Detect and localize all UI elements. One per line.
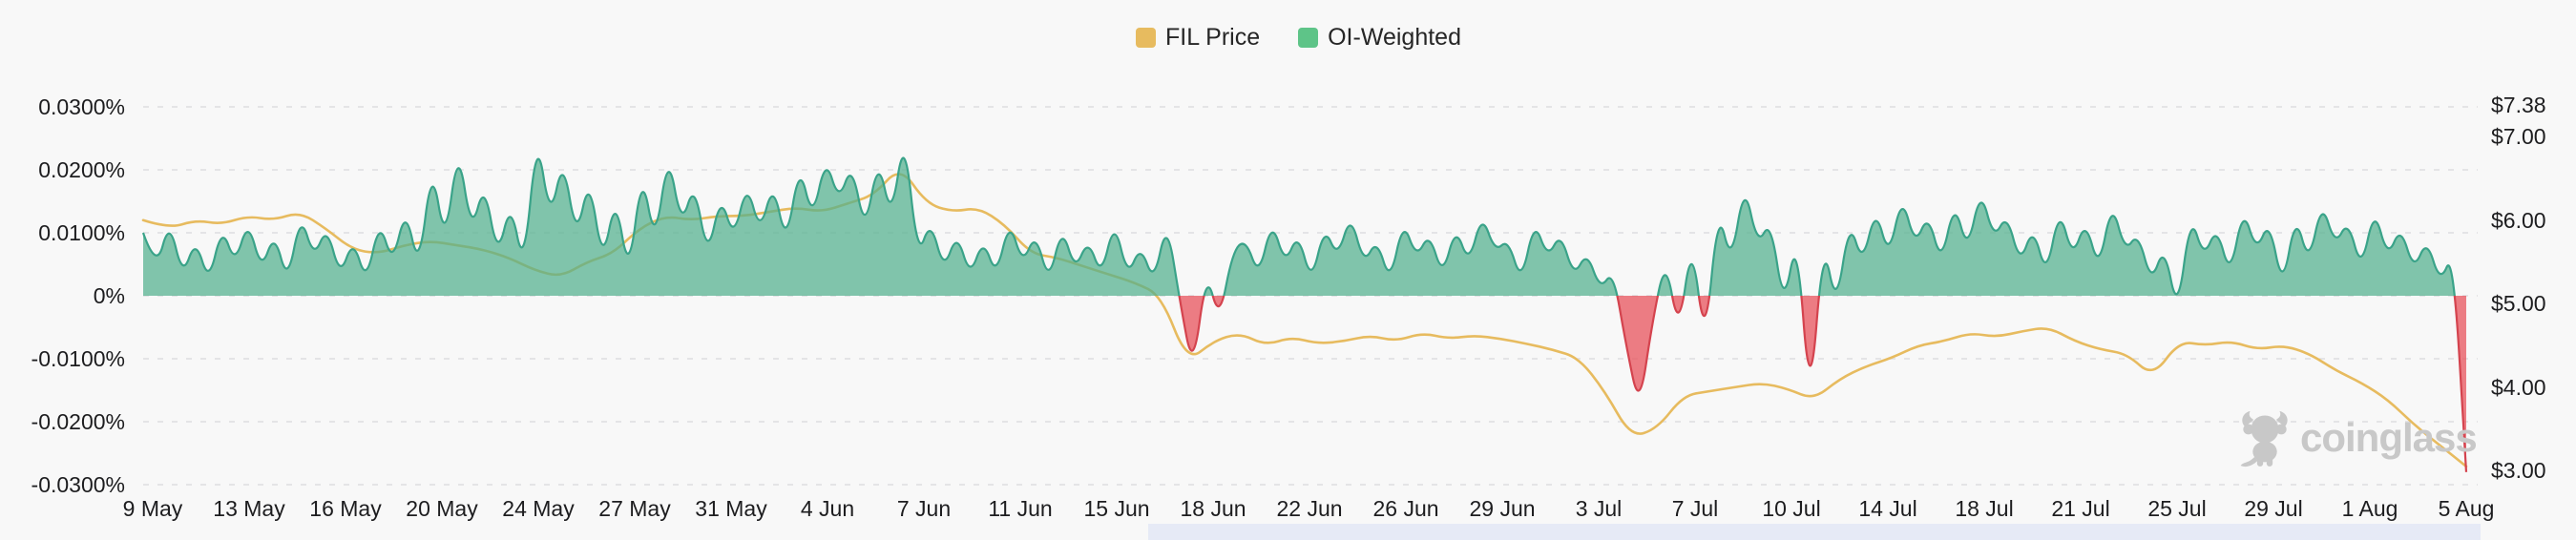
x-axis-tick: 25 Jul bbox=[2147, 496, 2207, 521]
y-axis-left-tick: 0% bbox=[93, 283, 125, 308]
y-axis-left-tick: -0.0200% bbox=[31, 409, 125, 434]
x-axis-tick: 7 Jul bbox=[1671, 496, 1719, 521]
x-axis-tick: 11 Jun bbox=[988, 496, 1053, 521]
y-axis-left-tick: 0.0300% bbox=[38, 94, 125, 119]
x-axis-tick: 9 May bbox=[122, 496, 183, 521]
zoom-scrollbar-thumb[interactable] bbox=[1148, 524, 2481, 540]
legend-item-fil-price[interactable]: FIL Price bbox=[1136, 24, 1260, 52]
x-axis-tick: 18 Jun bbox=[1180, 496, 1246, 521]
x-axis-tick: 27 May bbox=[598, 496, 671, 521]
x-axis-tick: 21 Jul bbox=[2051, 496, 2110, 521]
y-axis-right-tick: $3.00 bbox=[2491, 458, 2546, 483]
y-axis-right-tick: $7.38 bbox=[2491, 93, 2546, 117]
x-axis-tick: 26 Jun bbox=[1372, 496, 1439, 521]
y-axis-right-tick: $4.00 bbox=[2491, 375, 2546, 400]
oi-weighted-edge-positive bbox=[141, 156, 2456, 296]
oi-weighted-swatch-icon bbox=[1298, 28, 1319, 48]
x-axis-tick: 3 Jul bbox=[1575, 496, 1623, 521]
x-axis-tick: 16 May bbox=[309, 496, 382, 521]
oi-weighted-area-negative bbox=[143, 296, 2466, 472]
x-axis-tick: 31 May bbox=[695, 496, 767, 521]
y-axis-right-tick: $6.00 bbox=[2491, 208, 2546, 233]
x-axis-tick: 29 Jun bbox=[1469, 496, 1536, 521]
x-axis-tick: 20 May bbox=[406, 496, 478, 521]
chart-legend: FIL Price OI-Weighted bbox=[1136, 24, 1461, 52]
x-axis-tick: 14 Jul bbox=[1858, 496, 1917, 521]
x-axis-tick: 10 Jul bbox=[1762, 496, 1821, 521]
y-axis-left-tick: 0.0200% bbox=[38, 157, 125, 182]
x-axis-tick: 24 May bbox=[502, 496, 575, 521]
x-axis-tick: 29 Jul bbox=[2244, 496, 2303, 521]
x-axis-tick: 1 Aug bbox=[2341, 496, 2398, 521]
legend-label-fil-price: FIL Price bbox=[1165, 24, 1261, 51]
x-axis-tick: 22 Jun bbox=[1276, 496, 1343, 521]
legend-item-oi-weighted[interactable]: OI-Weighted bbox=[1298, 24, 1461, 52]
y-axis-left-tick: -0.0300% bbox=[31, 472, 125, 497]
x-axis-tick: 7 Jun bbox=[896, 496, 952, 521]
x-axis-tick: 13 May bbox=[213, 496, 285, 521]
x-axis-tick: 15 Jun bbox=[1083, 496, 1150, 521]
oi-weighted-area-positive bbox=[143, 157, 2466, 296]
legend-label-oi-weighted: OI-Weighted bbox=[1328, 24, 1461, 51]
x-axis-tick: 18 Jul bbox=[1955, 496, 2014, 521]
y-axis-left-tick: 0.0100% bbox=[38, 220, 125, 245]
x-axis-tick: 5 Aug bbox=[2438, 496, 2495, 521]
x-axis-tick: 4 Jun bbox=[800, 496, 855, 521]
y-axis-left-tick: -0.0100% bbox=[31, 346, 125, 371]
y-axis-right-tick: $5.00 bbox=[2491, 291, 2546, 316]
y-axis-right-tick: $7.00 bbox=[2491, 124, 2546, 149]
oi-weighted-edge-negative bbox=[1178, 296, 2468, 472]
fil-price-swatch-icon bbox=[1136, 28, 1156, 48]
